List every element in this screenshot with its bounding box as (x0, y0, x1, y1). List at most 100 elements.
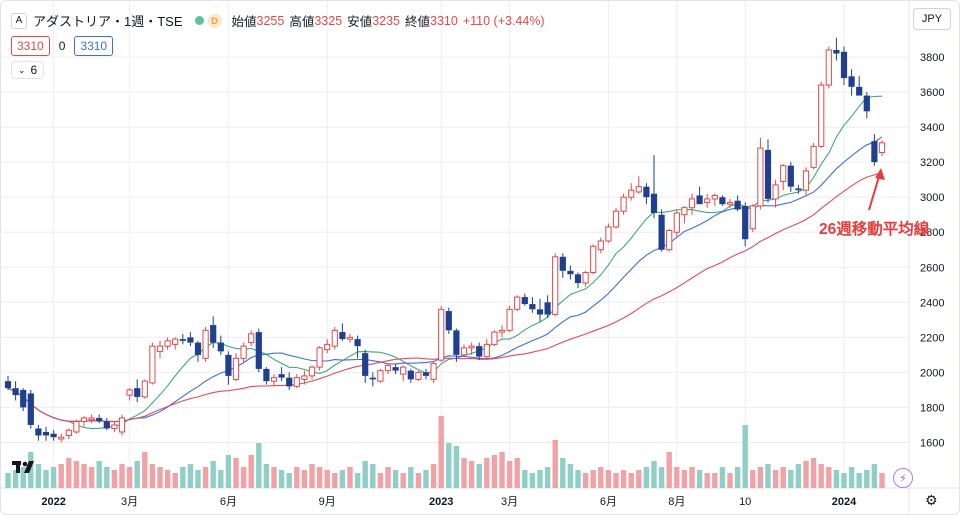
symbol-title[interactable]: アダストリア・1週・TSE (33, 14, 183, 29)
candle (552, 253, 559, 317)
candle-body (248, 333, 255, 344)
candle-body (179, 339, 186, 341)
volume-bar (567, 464, 574, 488)
tradingview-logo-icon[interactable] (12, 459, 38, 480)
volume-bar (803, 461, 809, 488)
volume-bar (423, 470, 429, 488)
candle (650, 155, 658, 219)
candle-body (354, 339, 361, 347)
candle (749, 204, 756, 233)
candle (688, 193, 696, 215)
candle (293, 374, 300, 389)
candle-body (460, 347, 468, 356)
candle-body (96, 417, 103, 422)
candle-body (103, 421, 110, 429)
candle-body (134, 388, 141, 397)
candle-body (20, 389, 27, 408)
candle (460, 344, 468, 357)
candle-body (225, 354, 232, 376)
candle (134, 379, 141, 403)
annotation-arrow (868, 168, 885, 211)
volume-bar (294, 467, 300, 488)
price-tick-label: 3000 (920, 192, 944, 204)
candle (856, 76, 863, 96)
candle-body (643, 186, 650, 198)
candle-body (863, 95, 870, 112)
candle (42, 426, 50, 441)
ma-short-line (7, 95, 883, 430)
volume-bar (750, 470, 756, 488)
candle-body (377, 370, 384, 382)
candle (597, 237, 604, 254)
volume-bar (210, 461, 216, 488)
candle (536, 298, 544, 322)
candle (666, 228, 673, 252)
price-axis[interactable]: 1600 1800 2000 2200 2400 2600 2800 3000 3200 3400… (920, 52, 944, 449)
close-value: 3310 (430, 13, 458, 28)
currency-button[interactable]: JPY (913, 8, 951, 30)
volume-bar (552, 440, 558, 488)
candle-body (111, 424, 118, 429)
candle-body (438, 308, 445, 361)
candle (681, 205, 688, 224)
candle (80, 416, 88, 427)
indicators-collapse-button[interactable]: ⌄ 6 (11, 61, 45, 79)
candle (308, 365, 316, 380)
candle-body (666, 229, 673, 251)
candle-body (498, 329, 506, 333)
candle (392, 363, 399, 375)
candle-body (726, 201, 734, 205)
time-tick-label: 6月 (220, 496, 237, 508)
candle (27, 389, 34, 429)
volume-bar (712, 473, 718, 488)
candle-body (628, 189, 635, 198)
volume-bar (537, 470, 543, 488)
candle-body (802, 170, 810, 191)
volume-bar (362, 461, 368, 488)
candle-body (73, 420, 80, 433)
data-source-icon[interactable]: D (207, 13, 222, 28)
volume-bar (765, 464, 771, 488)
volume-bar (476, 464, 482, 488)
volume-bar (233, 458, 239, 488)
volume-bar (453, 446, 460, 488)
candle-body (430, 363, 437, 380)
candle-body (711, 194, 718, 200)
volume-bar (28, 452, 34, 488)
market-status-icon[interactable] (194, 16, 204, 25)
candle (711, 193, 718, 206)
sell-price-button[interactable]: 3310 (11, 36, 50, 56)
volume-bar (613, 473, 619, 488)
time-axis[interactable]: 2022 3月 6月 9月 2023 3月 6月 8月 10 2024 (41, 496, 857, 508)
candle (156, 340, 164, 359)
candle (818, 81, 825, 149)
volume-bar (142, 452, 148, 488)
volume-bar (871, 464, 878, 488)
candle-body (833, 50, 840, 54)
buy-price-button[interactable]: 3310 (74, 36, 114, 56)
change-value: +110 (+3.44%) (462, 13, 545, 28)
candle (187, 332, 194, 347)
candle (20, 388, 27, 411)
volume-bar (658, 467, 665, 488)
candle (118, 414, 126, 436)
gear-icon[interactable]: ⚙ (925, 492, 938, 508)
volume-bar (20, 467, 26, 488)
candle-body (590, 245, 597, 274)
candle (301, 370, 308, 385)
candle (172, 337, 179, 350)
candle (658, 209, 665, 252)
candle-body (278, 374, 285, 378)
candle-body (308, 366, 316, 377)
lightning-icon[interactable]: ⚡ (893, 468, 913, 488)
candle (422, 368, 430, 380)
volume-bar (119, 464, 125, 488)
volume-bar (370, 464, 376, 488)
volume-bar (484, 458, 490, 488)
chevron-down-icon: ⌄ (18, 64, 26, 75)
volume-bar (172, 473, 178, 488)
candle-body (400, 366, 407, 375)
candle-body (544, 302, 551, 315)
candle-body (871, 141, 878, 163)
